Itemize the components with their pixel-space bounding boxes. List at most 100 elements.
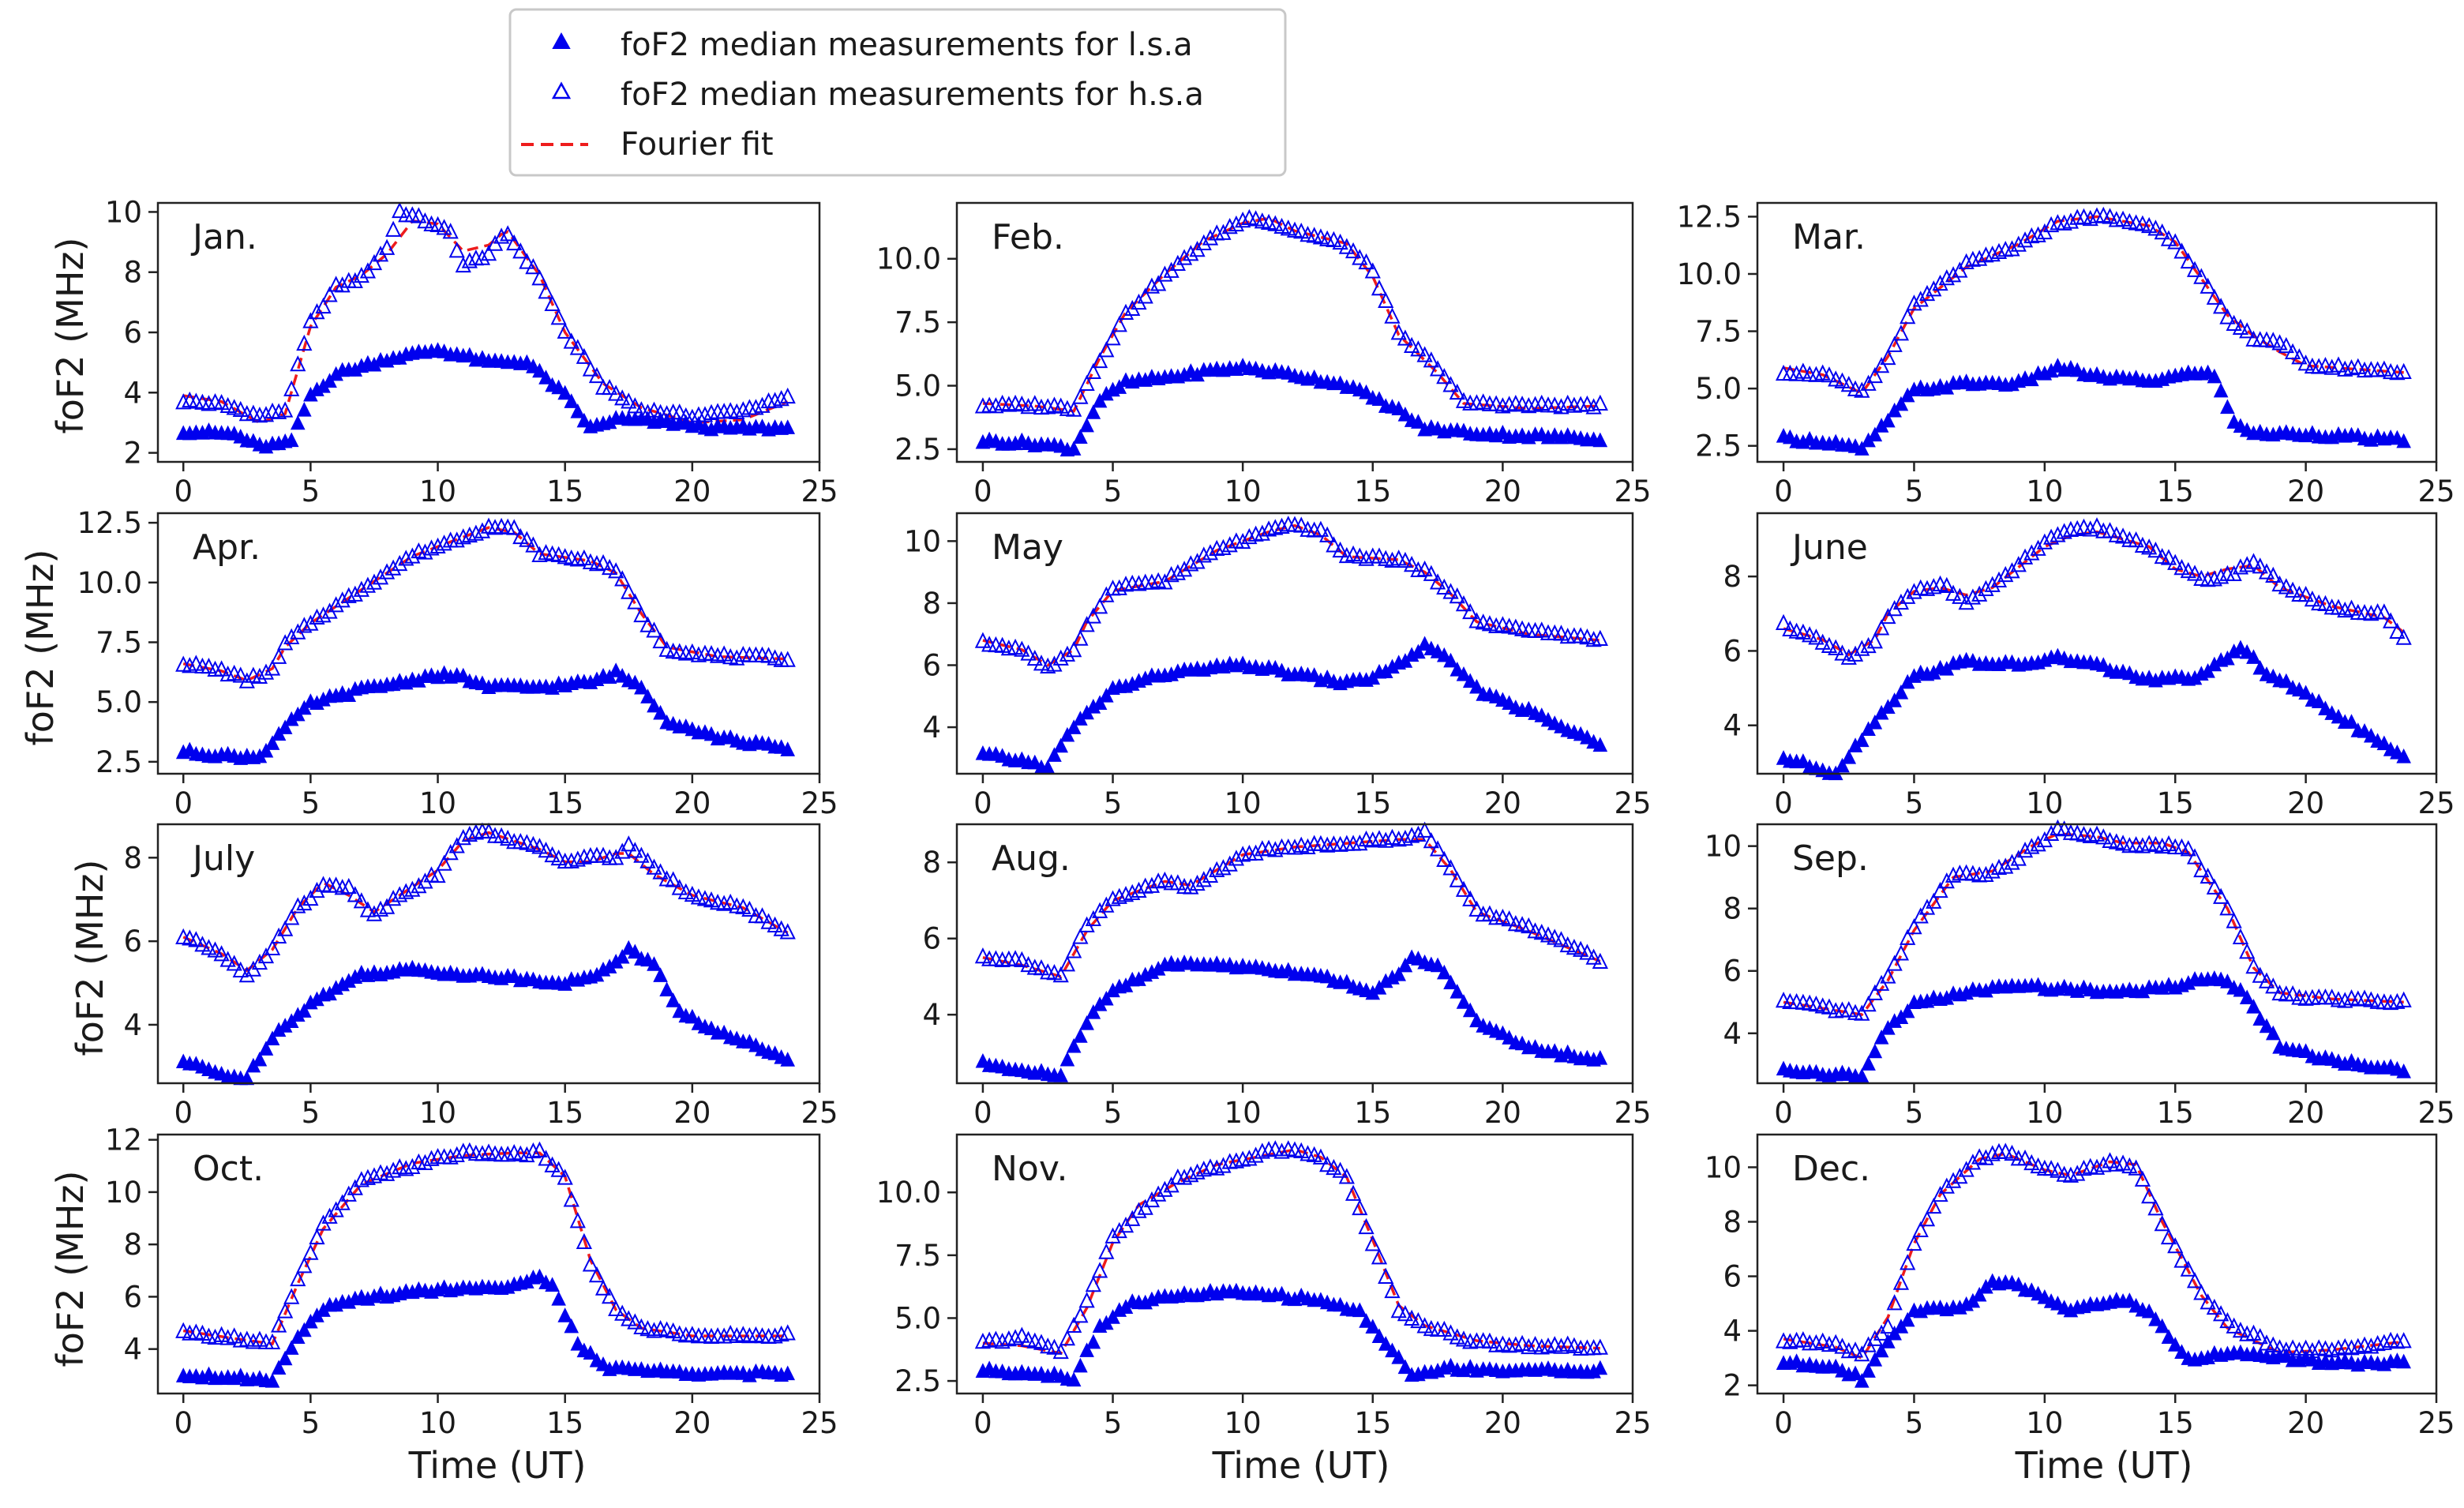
hsa-point <box>315 297 332 314</box>
hsa-point <box>563 1191 579 1207</box>
hsa-point <box>2317 595 2334 612</box>
hsa-point <box>1078 616 1095 632</box>
hsa-point <box>238 672 255 688</box>
lsa-point <box>1079 1015 1094 1030</box>
hsa-point <box>372 568 389 585</box>
hsa-point <box>1104 329 1121 346</box>
lsa-point <box>283 432 299 448</box>
hsa-point <box>1078 1292 1095 1308</box>
lsa-point <box>557 1307 573 1322</box>
hsa-point <box>1286 838 1303 855</box>
y-tick-label: 10 <box>1705 1150 1742 1184</box>
hsa-point <box>1854 1345 1870 1362</box>
hsa-point <box>569 1212 586 1229</box>
hsa-point <box>779 1324 796 1341</box>
hsa-point <box>353 580 369 597</box>
hsa-point <box>480 822 497 839</box>
hsa-point <box>2173 242 2190 259</box>
hsa-point <box>1267 1140 1284 1157</box>
hsa-point <box>461 526 478 543</box>
x-tick-label: 0 <box>1774 1096 1793 1130</box>
hsa-point <box>226 955 242 971</box>
hsa-point <box>1892 324 1910 341</box>
hsa-point <box>404 880 421 897</box>
hsa-point <box>2278 578 2294 595</box>
lsa-point <box>684 1008 700 1024</box>
hsa-point <box>563 852 579 868</box>
hsa-point <box>594 553 612 571</box>
x-tick-label: 5 <box>1905 1406 1924 1440</box>
hsa-point <box>2291 348 2308 365</box>
lsa-point <box>780 419 796 434</box>
hsa-point <box>2160 230 2177 246</box>
legend-label-fit: Fourier fit <box>621 126 774 163</box>
ylabel-row-1: foF2 (MHz) <box>49 237 92 433</box>
hsa-point <box>1338 546 1355 564</box>
hsa-point <box>1854 640 1870 656</box>
hsa-point <box>328 596 344 613</box>
legend-label-hsa: foF2 median measurements for h.s.a <box>621 77 1204 113</box>
hsa-point <box>988 397 1004 414</box>
hsa-point <box>2212 298 2230 314</box>
panel-frame <box>955 512 1634 775</box>
hsa-point <box>309 1228 325 1245</box>
hsa-point <box>1215 859 1232 876</box>
hsa-point <box>754 907 771 924</box>
month-label: Sep. <box>1792 838 1869 879</box>
lsa-point <box>1450 983 1465 999</box>
hsa-point <box>2343 599 2360 616</box>
hsa-point <box>2141 538 2158 555</box>
hsa-point <box>1866 366 1883 384</box>
hsa-point <box>2323 988 2340 1005</box>
hsa-point <box>1900 928 1916 945</box>
x-tick-label: 15 <box>2157 786 2194 820</box>
hsa-point <box>1326 536 1342 553</box>
hsa-point <box>1404 336 1420 353</box>
lsa-point <box>1502 1030 1517 1045</box>
hsa-point <box>1046 1338 1063 1355</box>
x-tick-label: 0 <box>973 1096 992 1130</box>
hsa-point <box>1300 520 1316 537</box>
lsa-point <box>2246 998 2261 1014</box>
panel-frame <box>1756 512 2438 775</box>
hsa-point <box>1984 246 2001 262</box>
lsa-point <box>1867 715 1883 730</box>
hsa-point <box>1332 1161 1348 1178</box>
hsa-point <box>1449 383 1465 400</box>
hsa-point <box>2376 360 2392 377</box>
hsa-point <box>1345 1184 1362 1201</box>
hsa-point <box>1958 864 1975 880</box>
lsa-point <box>628 674 643 690</box>
hsa-point <box>1455 595 1472 612</box>
ylabel-row-4: foF2 (MHz) <box>49 1170 92 1367</box>
hsa-point <box>1404 1309 1420 1326</box>
hsa-point <box>601 558 618 576</box>
hsa-point <box>1592 952 1608 969</box>
hsa-point <box>1997 857 2014 874</box>
hsa-point <box>417 1154 433 1170</box>
y-tick-label: 2 <box>123 437 142 471</box>
hsa-point <box>283 1288 300 1304</box>
lsa-point <box>557 385 573 400</box>
hsa-point <box>378 1165 396 1181</box>
hsa-point <box>2389 622 2406 639</box>
hsa-point <box>2056 820 2072 837</box>
hsa-point <box>2200 1293 2216 1310</box>
hsa-point <box>652 863 669 880</box>
hsa-point <box>1143 277 1161 294</box>
hsa-point <box>2219 1311 2236 1329</box>
hsa-point <box>1828 639 1844 655</box>
panel-mar: 0 5 10 15 20 25 2.5 5.0 7.5 10.0 12.5 Mar. <box>1677 200 2455 508</box>
lsa-point <box>252 1051 268 1067</box>
hsa-point <box>2330 356 2347 373</box>
panel-feb: 0 5 10 15 20 25 2.5 5.0 7.5 10.0 Feb. <box>876 201 1652 508</box>
y-tick-label: 10.0 <box>876 1176 941 1210</box>
hsa-point <box>1449 871 1465 887</box>
hsa-point <box>1358 550 1375 566</box>
hsa-point <box>290 1270 306 1287</box>
hsa-point <box>213 393 230 411</box>
hsa-point <box>1873 357 1890 373</box>
lsa-point <box>2252 1011 2268 1026</box>
hsa-point <box>1892 593 1910 610</box>
hsa-point <box>2389 992 2406 1009</box>
